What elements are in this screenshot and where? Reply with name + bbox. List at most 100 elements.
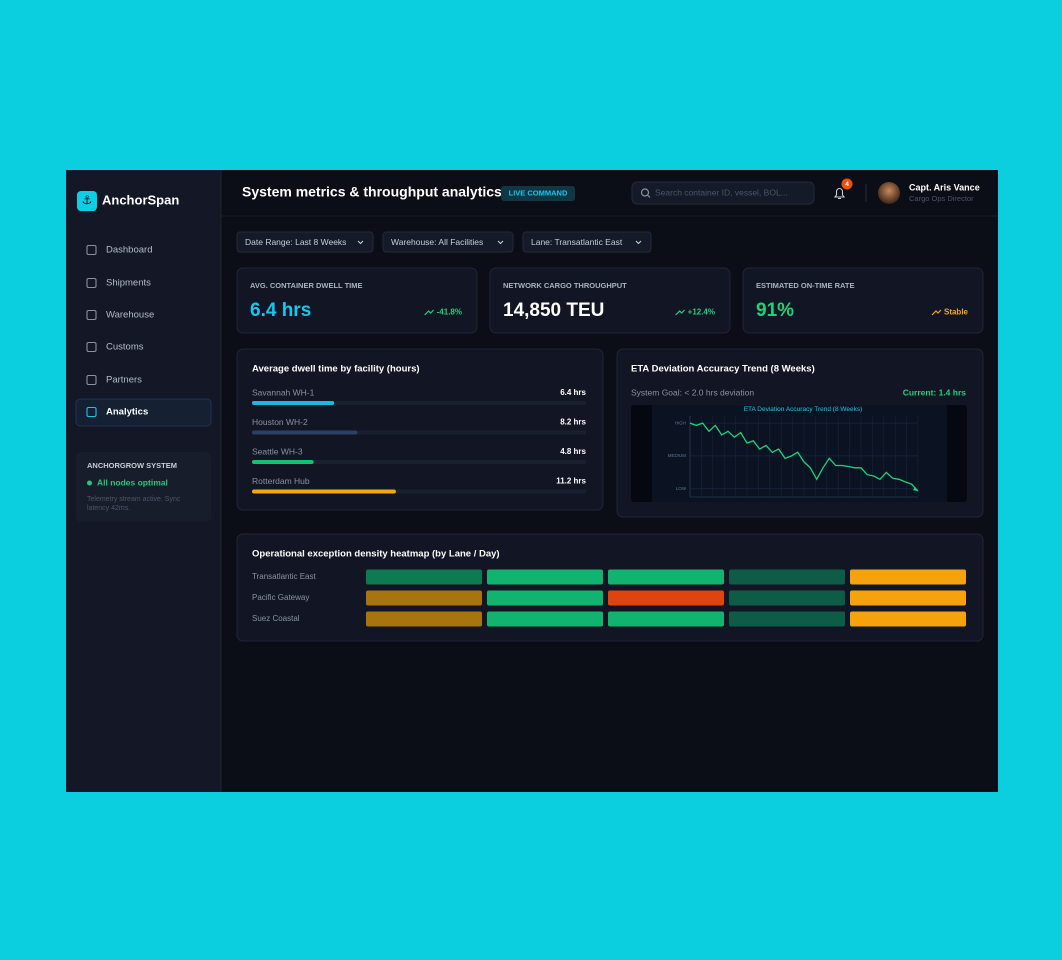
nav-icon — [86, 374, 97, 386]
page-title: System metrics & throughput analytics — [242, 184, 502, 200]
kpi-delta: Stable — [944, 308, 969, 317]
heat-cell[interactable] — [729, 611, 845, 627]
logo-icon[interactable] — [77, 191, 97, 211]
nav-item[interactable]: Dashboard — [106, 245, 152, 256]
value-label: 8.2 hrs — [560, 418, 586, 427]
row-label: Pacific Gateway — [252, 593, 309, 602]
nav-item[interactable]: Partners — [106, 375, 142, 386]
nav-icon — [86, 406, 97, 418]
heat-cell[interactable] — [608, 569, 724, 585]
bar — [252, 430, 358, 435]
badge — [501, 186, 575, 201]
chart-title: ETA Deviation Accuracy Trend (8 Weeks) — [631, 364, 815, 375]
row-label: Suez Coastal — [252, 614, 300, 623]
heat-cell[interactable] — [608, 611, 724, 627]
status-note: Telemetry stream active. Sync — [87, 496, 181, 503]
heat-cell[interactable] — [487, 569, 603, 585]
badge-text: LIVE COMMAND — [509, 188, 568, 197]
avatar[interactable] — [878, 182, 900, 204]
nav-item[interactable]: Shipments — [106, 278, 151, 289]
filter-label: Date Range: Last 8 Weeks — [245, 237, 346, 247]
kpi-label: AVG. CONTAINER DWELL TIME — [250, 281, 363, 290]
kpi-value: 14,850 TEU — [503, 300, 604, 321]
dwell-card — [236, 348, 604, 511]
status-panel — [76, 452, 211, 522]
bar-track — [252, 401, 586, 405]
eta-plot-bg — [652, 405, 947, 502]
bar-label: Rotterdam Hub — [252, 476, 310, 486]
notification-badge — [841, 178, 853, 190]
bell-icon[interactable] — [833, 188, 846, 200]
trend-line — [689, 422, 919, 492]
filter-label: Warehouse: All Facilities — [391, 237, 483, 247]
status-title: ANCHORGROW SYSTEM — [87, 461, 177, 470]
chevron — [497, 240, 504, 245]
chart-annotation: Current: 1.4 hrs — [903, 387, 967, 397]
kpi-label: ESTIMATED ON-TIME RATE — [756, 281, 854, 290]
heat-cell[interactable] — [487, 611, 603, 627]
chart-subtitle: System Goal: < 2.0 hrs deviation — [631, 387, 754, 397]
value-label: 11.2 hrs — [556, 477, 586, 486]
kpi-value: 6.4 hrs — [250, 300, 311, 321]
nav-icon — [86, 309, 97, 321]
chevron — [635, 240, 642, 245]
chevron — [357, 240, 364, 245]
heat-cell[interactable] — [729, 569, 845, 585]
filter-dropdown[interactable] — [382, 231, 514, 253]
user-name: Capt. Aris Vance — [909, 182, 980, 192]
delta-icon — [931, 309, 942, 316]
heat-cell[interactable] — [608, 590, 724, 606]
kpi-label: NETWORK CARGO THROUGHPUT — [503, 281, 627, 290]
bar — [252, 489, 396, 494]
chart-title: Average dwell time by facility (hours) — [252, 364, 420, 375]
nav-icon — [86, 277, 97, 289]
heat-cell[interactable] — [366, 569, 482, 585]
heat-cell[interactable] — [366, 590, 482, 606]
delta-icon — [424, 309, 435, 316]
kpi-delta: +12.4% — [688, 308, 715, 317]
brand[interactable]: AnchorSpan — [102, 192, 179, 207]
kpi-card — [236, 267, 478, 334]
search-placeholder: Search container ID, vessel, BOL... — [655, 187, 788, 197]
heat-cell[interactable] — [729, 590, 845, 606]
kpi-card — [742, 267, 984, 334]
filter-label: Lane: Transatlantic East — [531, 237, 623, 247]
bar-label: Houston WH-2 — [252, 417, 308, 427]
heat-cell[interactable] — [366, 611, 482, 627]
user-role: Cargo Ops Director — [909, 194, 974, 203]
y-tick-label: MEDIUM — [668, 453, 686, 458]
status-note: latency 42ms. — [87, 505, 130, 512]
value-label: 6.4 hrs — [560, 388, 586, 397]
y-tick-label: HIGH — [675, 420, 686, 425]
heat-cell[interactable] — [850, 611, 966, 627]
search-box[interactable] — [631, 181, 815, 205]
filter-dropdown[interactable] — [236, 231, 374, 253]
bar-label: Seattle WH-3 — [252, 446, 303, 456]
kpi-value: 91% — [756, 300, 794, 321]
arrow-head — [913, 486, 918, 492]
filter-dropdown[interactable] — [522, 231, 652, 253]
bar-label: Savannah WH-1 — [252, 387, 315, 397]
heat-cell[interactable] — [487, 590, 603, 606]
nav-icon — [86, 341, 97, 353]
status-dot — [87, 480, 92, 486]
search-icon — [640, 188, 650, 197]
value-label: 4.8 hrs — [560, 447, 586, 456]
chart-title: Operational exception density heatmap (b… — [252, 549, 500, 560]
nav-item[interactable]: Analytics — [106, 407, 148, 418]
heat-cell[interactable] — [850, 590, 966, 606]
nav-active-bg — [75, 398, 212, 427]
kpi-delta: -41.8% — [437, 308, 462, 317]
search-icon — [647, 194, 651, 198]
kpi-card — [489, 267, 731, 334]
heat-cell[interactable] — [850, 569, 966, 585]
row-label: Transatlantic East — [252, 572, 317, 581]
delta-icon — [675, 309, 686, 316]
bar-track — [252, 460, 586, 464]
nav-item[interactable]: Warehouse — [106, 310, 154, 321]
bar — [252, 401, 335, 405]
logo-glyph: ⚓ — [82, 193, 93, 207]
inner-title: ETA Deviation Accuracy Trend (8 Weeks) — [744, 406, 863, 413]
nav-item[interactable]: Customs — [106, 342, 144, 353]
